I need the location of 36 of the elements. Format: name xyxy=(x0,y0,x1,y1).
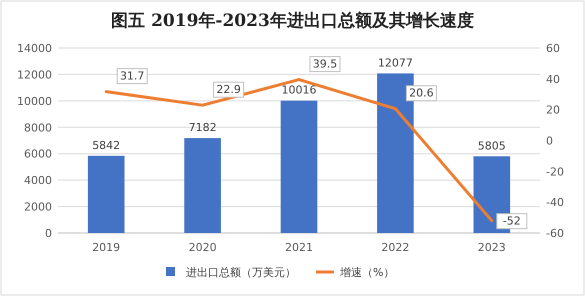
x-tick-label: 2023 xyxy=(478,241,506,254)
y2-tick-label: -20 xyxy=(546,165,564,178)
bar xyxy=(280,100,318,233)
data-label: 20.6 xyxy=(409,86,434,100)
chart-title: 图五 2019年-2023年进出口总额及其增长速度 xyxy=(111,11,474,31)
data-label: 22.9 xyxy=(216,83,241,96)
data-label: 10016 xyxy=(282,84,316,97)
y-tick-label: 0 xyxy=(45,227,52,240)
y-tick-label: 6000 xyxy=(24,148,52,161)
y2-tick-label: 0 xyxy=(546,134,553,148)
y-tick-label: 14000 xyxy=(17,42,52,55)
y-tick-label: 2000 xyxy=(24,200,52,214)
y2-tick-label: -40 xyxy=(546,196,564,210)
y-tick-label: 4000 xyxy=(24,174,52,188)
y-tick-label: 10000 xyxy=(17,94,52,108)
x-tick-label: 2021 xyxy=(285,241,313,254)
y2-tick-label: 40 xyxy=(546,72,560,86)
y2-tick-label: -60 xyxy=(546,227,564,240)
x-tick-label: 2019 xyxy=(92,241,120,254)
x-tick-label: 2020 xyxy=(188,241,217,254)
data-label: 31.7 xyxy=(120,70,144,83)
y-tick-label: 12000 xyxy=(17,68,52,82)
data-label: 5805 xyxy=(478,139,506,152)
data-label: 12077 xyxy=(378,56,413,70)
y-tick-label: 8000 xyxy=(24,121,52,134)
data-label: 7182 xyxy=(188,121,217,134)
legend-label: 增速（%） xyxy=(339,266,394,279)
bar xyxy=(184,138,221,233)
bar xyxy=(88,156,125,233)
data-label: -52 xyxy=(502,214,521,228)
legend-label: 进出口总额（万美元） xyxy=(186,266,296,279)
x-tick-label: 2022 xyxy=(381,241,410,254)
data-label: 39.5 xyxy=(312,58,338,71)
y2-tick-label: 20 xyxy=(546,104,560,117)
y2-tick-label: 60 xyxy=(546,42,560,55)
data-label: 5842 xyxy=(92,138,120,152)
